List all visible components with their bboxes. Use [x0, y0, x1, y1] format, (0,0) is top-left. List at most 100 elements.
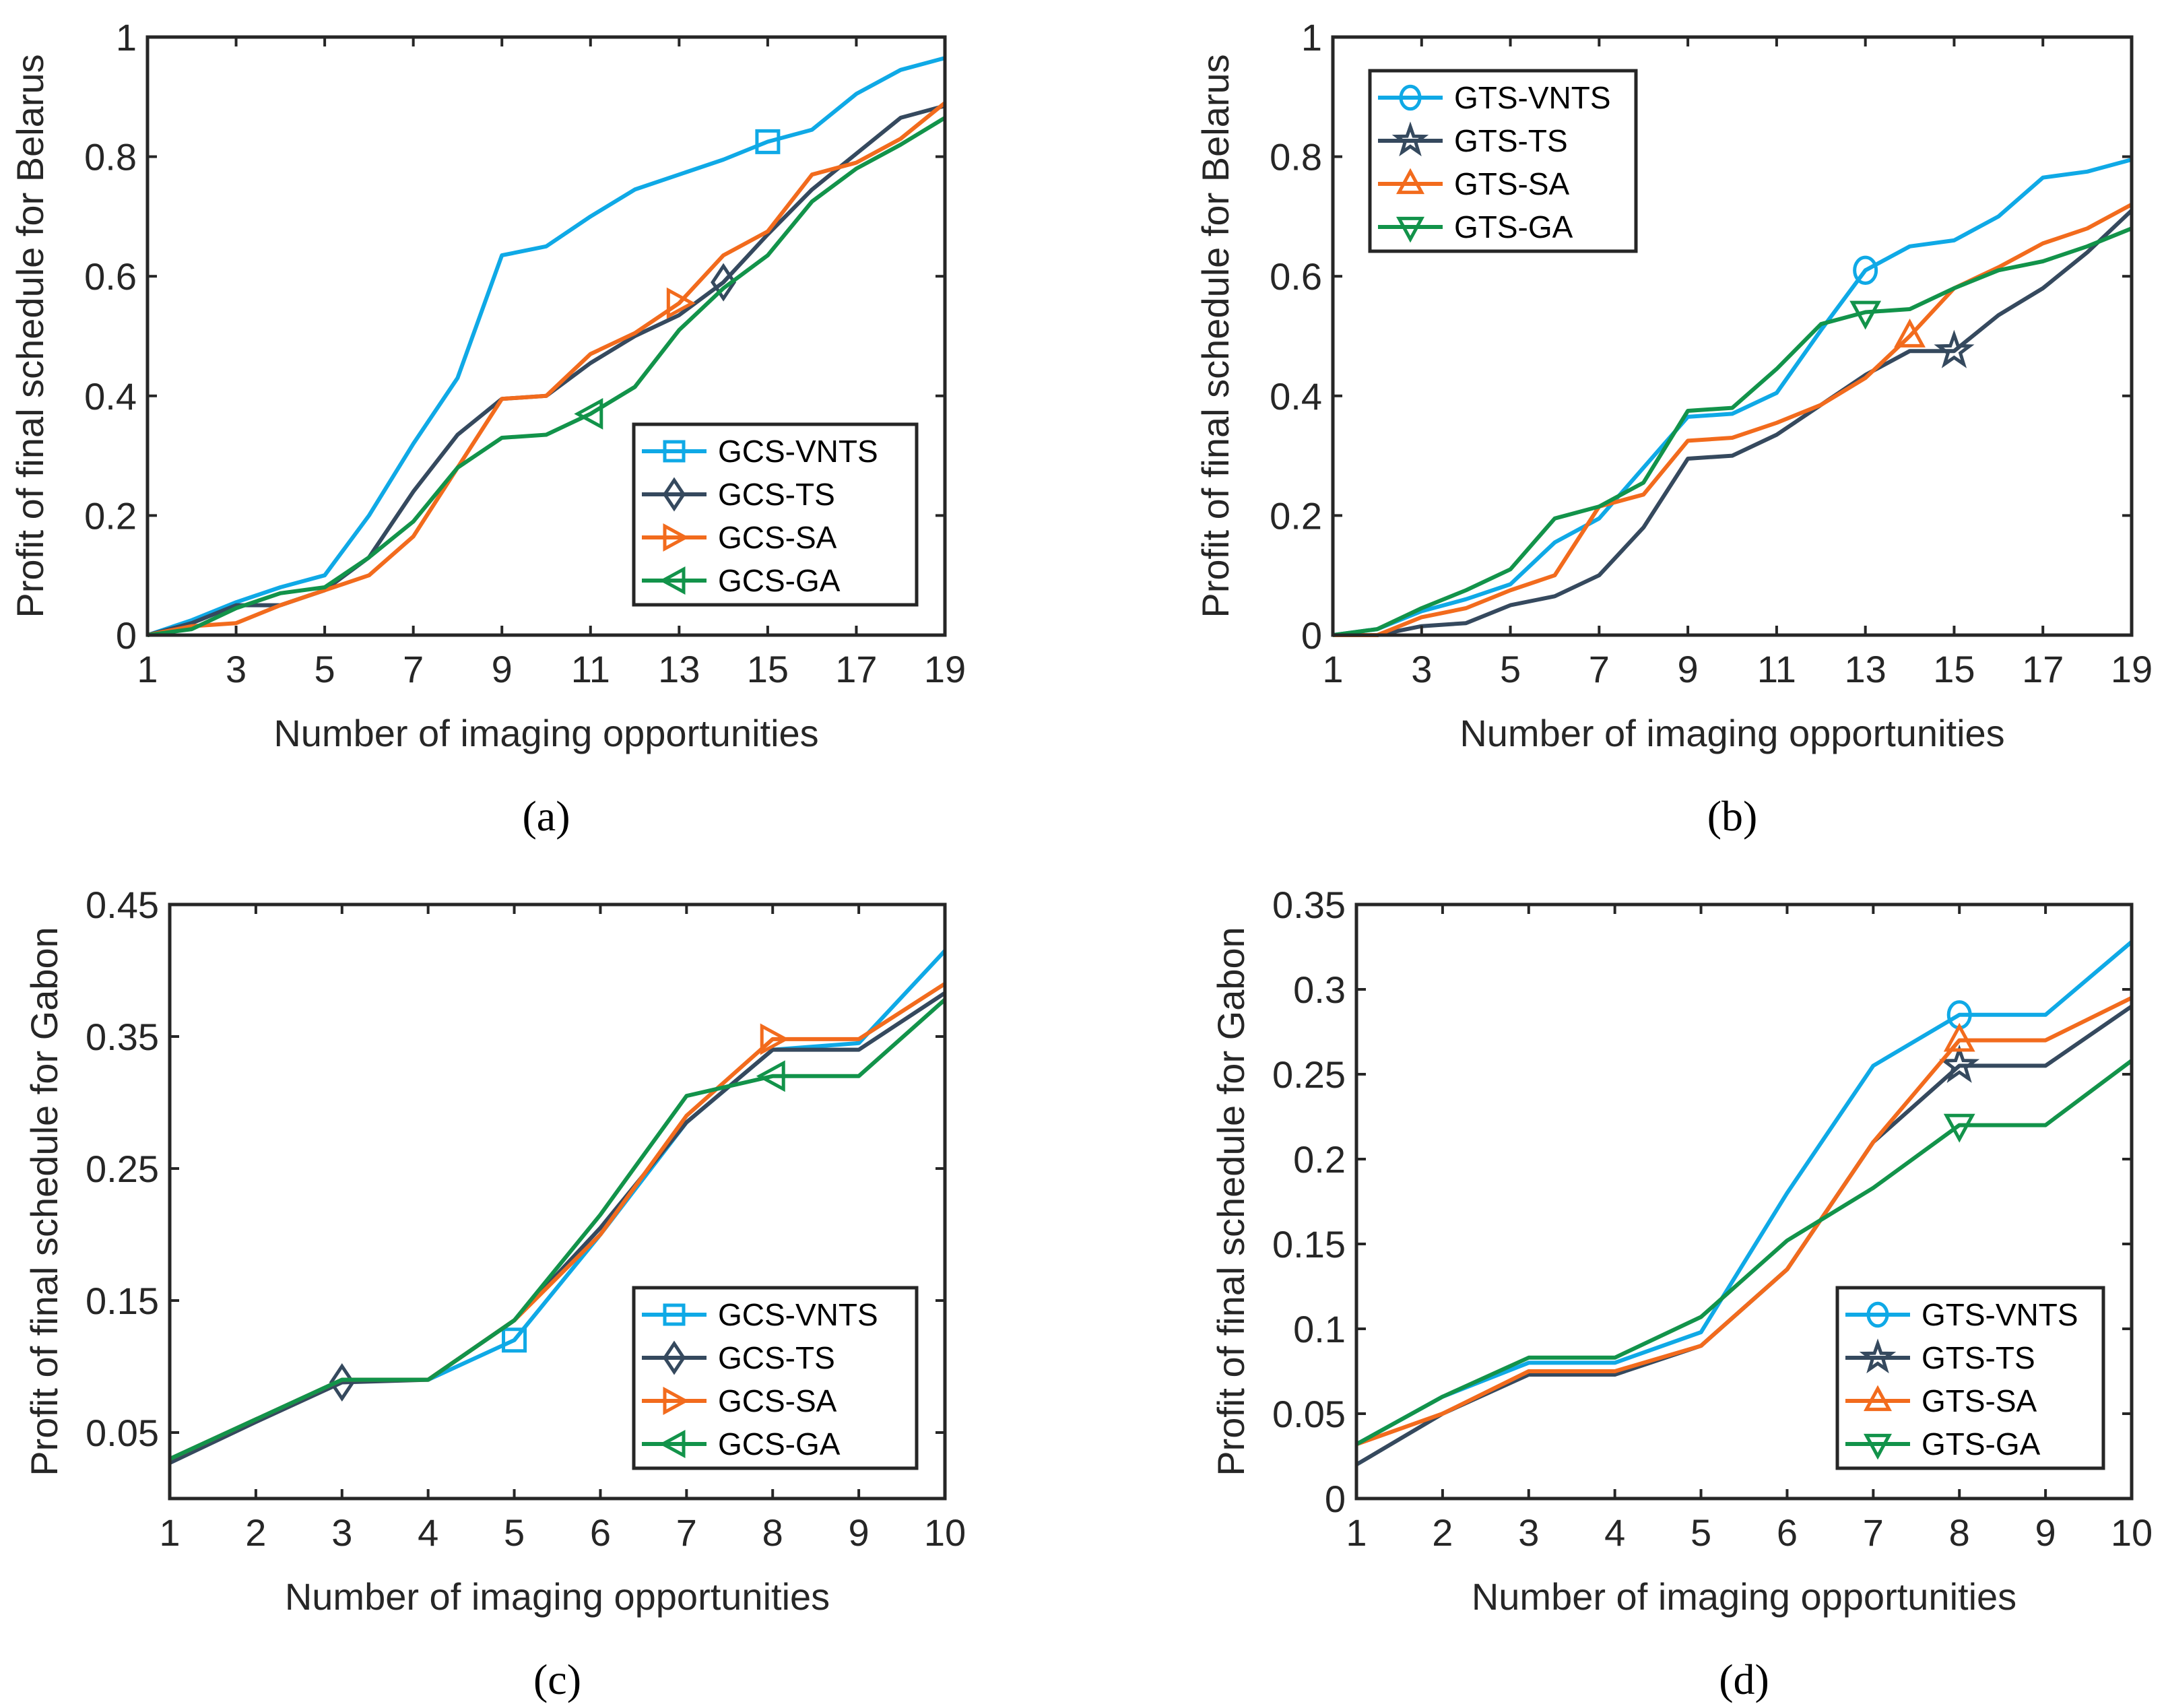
y-tick-label: 1 [116, 16, 137, 59]
x-tick-label: 5 [1691, 1511, 1711, 1554]
y-tick-label: 0.35 [86, 1016, 159, 1058]
legend-label: GCS-TS [718, 477, 835, 512]
y-tick-label: 0.35 [1272, 884, 1346, 926]
x-axis-label: Number of imaging opportunities [285, 1575, 830, 1618]
y-tick-label: 0 [1301, 614, 1322, 657]
series-line-gts-sa [1355, 995, 2133, 1447]
y-axis-label: Profit of final schedule for Belarus [9, 54, 51, 618]
x-tick-label: 2 [245, 1511, 266, 1554]
data-marker-gcs-ga [756, 1060, 785, 1092]
x-tick-label: 1 [1322, 648, 1343, 690]
y-tick-label: 0.15 [86, 1280, 159, 1322]
x-tick-label: 4 [1604, 1511, 1625, 1554]
x-tick-label: 7 [1863, 1511, 1884, 1554]
y-tick-label: 0.1 [1293, 1308, 1346, 1350]
y-tick-label: 0.45 [86, 884, 159, 926]
square-marker-icon [663, 440, 686, 463]
star-marker-icon [1859, 1338, 1897, 1374]
x-tick-label: 3 [1518, 1511, 1539, 1554]
legend-item: GTS-GA [1378, 209, 1573, 244]
legend-label: GCS-SA [718, 520, 837, 555]
triangle-down-marker-icon [1396, 216, 1425, 243]
x-tick-label: 8 [762, 1511, 783, 1554]
square-marker-icon [663, 1303, 686, 1326]
legend: GTS-VNTS GTS-TS GTS-SA GTS-GA [1835, 1286, 2105, 1470]
legend-label: GCS-GA [718, 1426, 841, 1461]
series-line-gcs-ts [168, 991, 946, 1465]
y-tick-label: 0.4 [1270, 375, 1322, 418]
diamond-marker-icon [662, 477, 686, 512]
legend-label: GCS-VNTS [718, 1297, 878, 1332]
chart-panel-c: 1 2 3 4 5 6 7 8 9 10 0.05 0.15 0.25 0.35 0.45 Number of… [23, 884, 966, 1703]
triangle-right-marker-icon [663, 523, 690, 552]
y-tick-label: 0 [116, 614, 137, 657]
legend-box [1835, 1286, 2105, 1470]
circle-marker-icon [1399, 84, 1422, 111]
y-tick-label: 0.8 [1270, 136, 1322, 178]
data-marker-gcs-ga [574, 398, 603, 430]
x-tick-label: 10 [924, 1511, 966, 1554]
y-tick-label: 1 [1301, 16, 1322, 59]
series-line-gts-vnts [1355, 940, 2133, 1447]
x-tick-label: 1 [1346, 1511, 1367, 1554]
y-tick-label: 0.2 [1270, 494, 1322, 537]
panel-caption: (a) [522, 792, 570, 840]
y-tick-label: 0.6 [84, 255, 137, 298]
x-tick-label: 5 [315, 648, 335, 690]
legend-label: GCS-VNTS [718, 434, 878, 469]
legend-label: GCS-TS [718, 1340, 835, 1375]
triangle-right-marker-icon [663, 1386, 690, 1416]
circle-marker-icon [1866, 1301, 1889, 1328]
x-tick-label: 19 [2111, 648, 2153, 690]
x-tick-label: 3 [226, 648, 247, 690]
chart-panel-d: 1 2 3 4 5 6 7 8 9 10 0 0.05 0.1 0.15 0.2 0.25 0.3 0.35 Num… [1210, 884, 2153, 1703]
x-axis-label: Number of imaging opportunities [1472, 1575, 2016, 1618]
x-tick-label: 4 [418, 1511, 438, 1554]
x-tick-label: 1 [159, 1511, 180, 1554]
series-line-gcs-vnts [147, 56, 946, 637]
legend-item: GCS-VNTS [642, 1297, 878, 1332]
axes-box [1331, 35, 2134, 637]
y-tick-label: 0.05 [86, 1412, 159, 1454]
legend-item: GCS-GA [642, 563, 841, 598]
data-marker-gts-sa [1894, 318, 1926, 348]
x-tick-label: 11 [571, 648, 610, 690]
axes-box [1354, 902, 2134, 1501]
y-tick-label: 0.15 [1272, 1223, 1346, 1266]
legend: GCS-VNTS GCS-TS GCS-SA GCS-GA [632, 422, 919, 607]
legend-label: GTS-GA [1454, 209, 1573, 244]
data-marker-gts-ts [1934, 329, 1975, 368]
data-marker-gcs-sa [666, 287, 696, 319]
x-tick-label: 5 [1500, 648, 1521, 690]
series-line-gts-ga [1332, 226, 2133, 637]
triangle-up-marker-icon [1863, 1385, 1893, 1412]
panel-caption: (c) [533, 1655, 581, 1703]
y-tick-label: 0.2 [84, 494, 137, 537]
legend-label: GTS-VNTS [1922, 1297, 2078, 1332]
x-tick-label: 10 [2111, 1511, 2153, 1554]
x-tick-label: 3 [1411, 648, 1432, 690]
legend-label: GTS-SA [1922, 1383, 2037, 1418]
x-tick-label: 7 [676, 1511, 697, 1554]
data-marker-gcs-vnts [502, 1327, 527, 1353]
y-tick-label: 0.25 [1272, 1053, 1346, 1096]
x-tick-label: 17 [835, 648, 877, 690]
x-tick-label: 11 [1757, 648, 1796, 690]
y-tick-label: 0.2 [1293, 1138, 1346, 1181]
x-tick-label: 1 [137, 648, 158, 690]
y-tick-label: 0.05 [1272, 1393, 1346, 1435]
legend-item: GTS-TS [1845, 1338, 2035, 1375]
x-tick-label: 8 [1949, 1511, 1970, 1554]
data-marker-gcs-ts [711, 263, 737, 302]
series-line-gcs-ga [168, 997, 946, 1461]
x-tick-label: 9 [1678, 648, 1699, 690]
panel-caption: (d) [1719, 1655, 1769, 1703]
series-line-gcs-sa [147, 101, 946, 637]
legend: GTS-VNTS GTS-TS GTS-SA GTS-GA [1368, 69, 1638, 253]
legend-label: GCS-SA [718, 1383, 837, 1418]
legend-label: GTS-SA [1454, 166, 1570, 201]
legend-item: GTS-TS [1378, 121, 1568, 158]
series-line-gts-vnts [1332, 158, 2132, 637]
x-axis-label: Number of imaging opportunities [273, 712, 818, 754]
